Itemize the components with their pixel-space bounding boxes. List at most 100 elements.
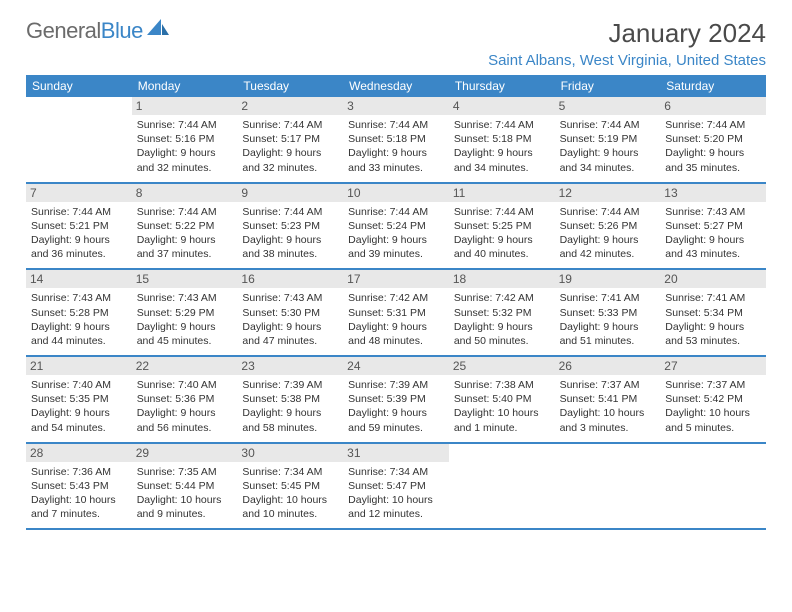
day-cell: 17 Sunrise: 7:42 AMSunset: 5:31 PMDayligh…: [343, 270, 449, 355]
day-number: 15: [132, 270, 238, 288]
day-number: 7: [26, 184, 132, 202]
day-cell: 12Sunrise: 7:44 AMSunset: 5:26 PMDayligh…: [555, 184, 661, 269]
weeks-container: 1Sunrise: 7:44 AMSunset: 5:16 PMDaylight…: [26, 97, 766, 530]
day-info: Sunrise: 7:41 AMSunset: 5:33 PMDaylight:…: [560, 291, 656, 348]
day-info: Sunrise: 7:44 AMSunset: 5:24 PMDaylight:…: [348, 205, 444, 262]
day-info: Sunrise: 7:42 AMSunset: 5:31 PMDaylight:…: [348, 291, 444, 348]
day-number: 20: [660, 270, 766, 288]
week-row: 14 Sunrise: 7:43 AMSunset: 5:28 PMDayligh…: [26, 270, 766, 357]
day-cell: 10Sunrise: 7:44 AMSunset: 5:24 PMDayligh…: [343, 184, 449, 269]
day-info: Sunrise: 7:44 AMSunset: 5:26 PMDaylight:…: [560, 205, 656, 262]
day-cell: 24 Sunrise: 7:39 AMSunset: 5:39 PMDayligh…: [343, 357, 449, 442]
day-number: 9: [237, 184, 343, 202]
day-number: 5: [555, 97, 661, 115]
day-cell: 3 Sunrise: 7:44 AMSunset: 5:18 PMDaylight…: [343, 97, 449, 182]
day-cell: 13Sunrise: 7:43 AMSunset: 5:27 PMDayligh…: [660, 184, 766, 269]
day-cell: 11Sunrise: 7:44 AMSunset: 5:25 PMDayligh…: [449, 184, 555, 269]
calendar: SundayMondayTuesdayWednesdayThursdayFrid…: [0, 75, 792, 530]
day-info: Sunrise: 7:44 AMSunset: 5:19 PMDaylight:…: [560, 118, 656, 175]
day-info: Sunrise: 7:37 AMSunset: 5:42 PMDaylight:…: [665, 378, 761, 435]
day-info: Sunrise: 7:34 AMSunset: 5:45 PMDaylight:…: [242, 465, 338, 522]
day-number: 2: [237, 97, 343, 115]
day-cell: 19 Sunrise: 7:41 AMSunset: 5:33 PMDayligh…: [555, 270, 661, 355]
day-number: 21: [26, 357, 132, 375]
week-row: 7 Sunrise: 7:44 AMSunset: 5:21 PMDaylight…: [26, 184, 766, 271]
day-cell: 2 Sunrise: 7:44 AMSunset: 5:17 PMDaylight…: [237, 97, 343, 182]
day-info: Sunrise: 7:44 AMSunset: 5:22 PMDaylight:…: [137, 205, 233, 262]
day-cell: 31 Sunrise: 7:34 AMSunset: 5:47 PMDayligh…: [343, 444, 449, 529]
day-cell: 29Sunrise: 7:35 AMSunset: 5:44 PMDayligh…: [132, 444, 238, 529]
day-info: Sunrise: 7:43 AMSunset: 5:30 PMDaylight:…: [242, 291, 338, 348]
day-header: Friday: [555, 75, 661, 97]
day-info: Sunrise: 7:44 AMSunset: 5:18 PMDaylight:…: [454, 118, 550, 175]
day-header: Thursday: [449, 75, 555, 97]
day-cell: 8 Sunrise: 7:44 AMSunset: 5:22 PMDaylight…: [132, 184, 238, 269]
day-cell: 1Sunrise: 7:44 AMSunset: 5:16 PMDaylight…: [132, 97, 238, 182]
day-number: 14: [26, 270, 132, 288]
day-cell: 9 Sunrise: 7:44 AMSunset: 5:23 PMDaylight…: [237, 184, 343, 269]
day-info: Sunrise: 7:39 AMSunset: 5:39 PMDaylight:…: [348, 378, 444, 435]
month-title: January 2024: [488, 18, 766, 49]
day-cell: 20 Sunrise: 7:41 AMSunset: 5:34 PMDayligh…: [660, 270, 766, 355]
day-cell: 25 Sunrise: 7:38 AMSunset: 5:40 PMDayligh…: [449, 357, 555, 442]
day-number: 24: [343, 357, 449, 375]
day-info: Sunrise: 7:44 AMSunset: 5:23 PMDaylight:…: [242, 205, 338, 262]
day-info: Sunrise: 7:44 AMSunset: 5:21 PMDaylight:…: [31, 205, 127, 262]
day-number: 19: [555, 270, 661, 288]
day-number: 17: [343, 270, 449, 288]
week-row: 21 Sunrise: 7:40 AMSunset: 5:35 PMDayligh…: [26, 357, 766, 444]
day-cell: 28Sunrise: 7:36 AMSunset: 5:43 PMDayligh…: [26, 444, 132, 529]
day-info: Sunrise: 7:41 AMSunset: 5:34 PMDaylight:…: [665, 291, 761, 348]
day-cell: 21 Sunrise: 7:40 AMSunset: 5:35 PMDayligh…: [26, 357, 132, 442]
day-info: Sunrise: 7:44 AMSunset: 5:17 PMDaylight:…: [242, 118, 338, 175]
day-cell: 18Sunrise: 7:42 AMSunset: 5:32 PMDayligh…: [449, 270, 555, 355]
day-cell: 23 Sunrise: 7:39 AMSunset: 5:38 PMDayligh…: [237, 357, 343, 442]
day-info: Sunrise: 7:44 AMSunset: 5:18 PMDaylight:…: [348, 118, 444, 175]
logo: GeneralBlue: [26, 18, 169, 44]
day-number: 23: [237, 357, 343, 375]
day-header: Sunday: [26, 75, 132, 97]
day-info: Sunrise: 7:43 AMSunset: 5:29 PMDaylight:…: [137, 291, 233, 348]
week-row: 28Sunrise: 7:36 AMSunset: 5:43 PMDayligh…: [26, 444, 766, 531]
day-number: 27: [660, 357, 766, 375]
header: GeneralBlue January 2024 Saint Albans, W…: [0, 0, 792, 75]
day-info: Sunrise: 7:40 AMSunset: 5:36 PMDaylight:…: [137, 378, 233, 435]
day-cell: [449, 444, 555, 529]
day-number: 4: [449, 97, 555, 115]
day-cell: 6Sunrise: 7:44 AMSunset: 5:20 PMDaylight…: [660, 97, 766, 182]
day-info: Sunrise: 7:43 AMSunset: 5:28 PMDaylight:…: [31, 291, 127, 348]
day-cell: 22 Sunrise: 7:40 AMSunset: 5:36 PMDayligh…: [132, 357, 238, 442]
day-number: 11: [449, 184, 555, 202]
day-header: Wednesday: [343, 75, 449, 97]
location: Saint Albans, West Virginia, United Stat…: [488, 52, 766, 69]
day-cell: 14 Sunrise: 7:43 AMSunset: 5:28 PMDayligh…: [26, 270, 132, 355]
day-cell: 27 Sunrise: 7:37 AMSunset: 5:42 PMDayligh…: [660, 357, 766, 442]
day-header: Tuesday: [237, 75, 343, 97]
day-number: 30: [237, 444, 343, 462]
day-number: 22: [132, 357, 238, 375]
day-cell: 5 Sunrise: 7:44 AMSunset: 5:19 PMDaylight…: [555, 97, 661, 182]
logo-part2: Blue: [101, 18, 143, 43]
title-block: January 2024 Saint Albans, West Virginia…: [488, 18, 766, 69]
day-cell: 4 Sunrise: 7:44 AMSunset: 5:18 PMDaylight…: [449, 97, 555, 182]
day-number: 18: [449, 270, 555, 288]
day-headers-row: SundayMondayTuesdayWednesdayThursdayFrid…: [26, 75, 766, 97]
day-number: 26: [555, 357, 661, 375]
day-number: 25: [449, 357, 555, 375]
day-header: Saturday: [660, 75, 766, 97]
day-info: Sunrise: 7:38 AMSunset: 5:40 PMDaylight:…: [454, 378, 550, 435]
day-info: Sunrise: 7:39 AMSunset: 5:38 PMDaylight:…: [242, 378, 338, 435]
day-info: Sunrise: 7:36 AMSunset: 5:43 PMDaylight:…: [31, 465, 127, 522]
logo-part1: General: [26, 18, 101, 43]
day-number: 31: [343, 444, 449, 462]
day-info: Sunrise: 7:34 AMSunset: 5:47 PMDaylight:…: [348, 465, 444, 522]
week-row: 1Sunrise: 7:44 AMSunset: 5:16 PMDaylight…: [26, 97, 766, 184]
day-info: Sunrise: 7:40 AMSunset: 5:35 PMDaylight:…: [31, 378, 127, 435]
day-header: Monday: [132, 75, 238, 97]
day-number: 6: [660, 97, 766, 115]
day-number: 8: [132, 184, 238, 202]
day-cell: 15 Sunrise: 7:43 AMSunset: 5:29 PMDayligh…: [132, 270, 238, 355]
day-cell: [660, 444, 766, 529]
day-number: 3: [343, 97, 449, 115]
day-info: Sunrise: 7:44 AMSunset: 5:16 PMDaylight:…: [137, 118, 233, 175]
